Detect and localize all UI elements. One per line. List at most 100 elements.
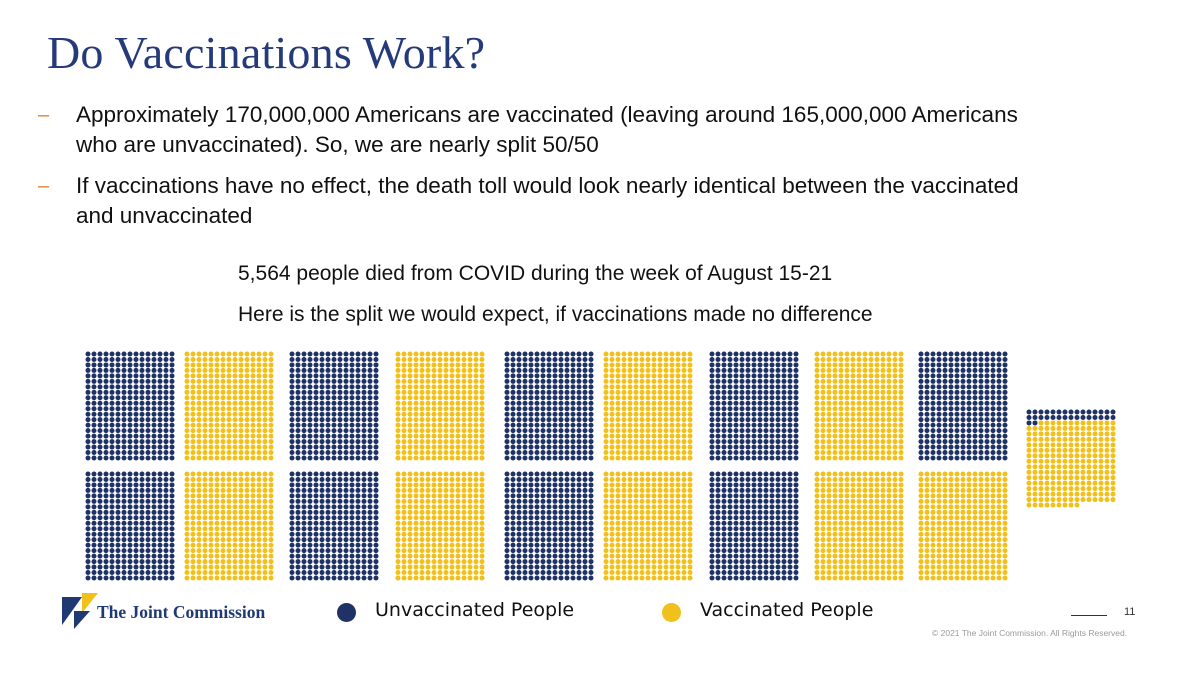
vaccinated-person-dot	[226, 428, 232, 434]
unvaccinated-person-dot	[552, 411, 558, 417]
unvaccinated-person-dot	[775, 455, 781, 461]
vaccinated-person-dot	[395, 570, 401, 576]
vaccinated-person-dot	[196, 471, 202, 477]
unvaccinated-person-dot	[91, 564, 97, 570]
vaccinated-person-dot	[669, 362, 675, 368]
vaccinated-person-dot	[832, 400, 838, 406]
vaccinated-person-dot	[226, 389, 232, 395]
vaccinated-person-dot	[467, 553, 473, 559]
unvaccinated-person-dot	[97, 548, 103, 554]
unvaccinated-person-dot	[751, 428, 757, 434]
unvaccinated-person-dot	[295, 476, 301, 482]
vaccinated-person-dot	[208, 504, 214, 510]
vaccinated-person-dot	[407, 559, 413, 565]
vaccinated-person-dot	[431, 378, 437, 384]
vaccinated-person-dot	[226, 417, 232, 423]
unvaccinated-person-dot	[954, 362, 960, 368]
vaccinated-person-dot	[862, 455, 868, 461]
vaccinated-person-dot	[461, 444, 467, 450]
vaccinated-person-dot	[898, 422, 904, 428]
vaccinated-person-dot	[226, 411, 232, 417]
unvaccinated-person-dot	[930, 384, 936, 390]
vaccinated-person-dot	[413, 526, 419, 532]
unvaccinated-person-dot	[769, 395, 775, 401]
unvaccinated-person-dot	[918, 395, 924, 401]
vaccinated-person-dot	[615, 559, 621, 565]
unvaccinated-person-dot	[978, 433, 984, 439]
unvaccinated-person-dot	[558, 520, 564, 526]
vaccinated-person-dot	[687, 378, 693, 384]
vaccinated-person-dot	[437, 422, 443, 428]
vaccinated-person-dot	[850, 504, 856, 510]
vaccinated-person-dot	[645, 455, 651, 461]
vaccinated-person-dot	[250, 570, 256, 576]
vaccinated-person-dot	[669, 553, 675, 559]
vaccinated-person-dot	[449, 504, 455, 510]
vaccinated-person-dot	[431, 400, 437, 406]
unvaccinated-person-dot	[516, 542, 522, 548]
unvaccinated-person-dot	[546, 482, 552, 488]
unvaccinated-person-dot	[528, 367, 534, 373]
unvaccinated-person-dot	[504, 422, 510, 428]
unvaccinated-person-dot	[739, 493, 745, 499]
unvaccinated-person-dot	[91, 548, 97, 554]
vaccinated-person-dot	[639, 411, 645, 417]
unvaccinated-person-dot	[157, 367, 163, 373]
unvaccinated-person-dot	[727, 548, 733, 554]
unvaccinated-person-dot	[337, 559, 343, 565]
vaccinated-person-dot	[850, 444, 856, 450]
vaccinated-person-dot	[455, 367, 461, 373]
vaccinated-person-dot	[603, 493, 609, 499]
unvaccinated-person-dot	[576, 498, 582, 504]
vaccinated-person-dot	[184, 564, 190, 570]
unvaccinated-person-dot	[966, 439, 972, 445]
unvaccinated-person-dot	[721, 389, 727, 395]
unvaccinated-person-dot	[289, 444, 295, 450]
vaccinated-person-dot	[244, 487, 250, 493]
vaccinated-person-dot	[886, 444, 892, 450]
vaccinated-person-dot	[256, 504, 262, 510]
unvaccinated-person-dot	[121, 570, 127, 576]
unvaccinated-person-dot	[546, 384, 552, 390]
unvaccinated-person-dot	[534, 373, 540, 379]
unvaccinated-person-dot	[91, 378, 97, 384]
unvaccinated-person-dot	[522, 428, 528, 434]
unvaccinated-person-dot	[528, 553, 534, 559]
vaccinated-person-dot	[413, 356, 419, 362]
vaccinated-person-dot	[473, 373, 479, 379]
unvaccinated-person-dot	[97, 356, 103, 362]
unvaccinated-person-dot	[781, 548, 787, 554]
unvaccinated-person-dot	[319, 526, 325, 532]
vaccinated-person-dot	[687, 509, 693, 515]
vaccinated-person-dot	[202, 362, 208, 368]
unvaccinated-person-dot	[355, 450, 361, 456]
vaccinated-person-dot	[461, 482, 467, 488]
unvaccinated-person-dot	[709, 476, 715, 482]
vaccinated-person-dot	[262, 444, 268, 450]
vaccinated-person-dot	[202, 471, 208, 477]
vaccinated-person-dot	[645, 482, 651, 488]
vaccinated-person-dot	[479, 504, 485, 510]
unvaccinated-person-dot	[151, 509, 157, 515]
unvaccinated-person-dot	[169, 553, 175, 559]
unvaccinated-person-dot	[504, 439, 510, 445]
vaccinated-person-dot	[449, 395, 455, 401]
unvaccinated-person-dot	[295, 570, 301, 576]
unvaccinated-person-dot	[552, 493, 558, 499]
unvaccinated-person-dot	[966, 444, 972, 450]
vaccinated-person-dot	[687, 444, 693, 450]
vaccinated-person-dot	[856, 422, 862, 428]
vaccinated-person-dot	[220, 509, 226, 515]
vaccinated-person-dot	[814, 444, 820, 450]
vaccinated-person-dot	[431, 450, 437, 456]
vaccinated-person-dot	[190, 476, 196, 482]
vaccinated-person-dot	[609, 553, 615, 559]
vaccinated-person-dot	[657, 520, 663, 526]
unvaccinated-person-dot	[91, 395, 97, 401]
vaccinated-person-dot	[856, 476, 862, 482]
vaccinated-person-dot	[449, 400, 455, 406]
unvaccinated-person-dot	[349, 395, 355, 401]
unvaccinated-person-dot	[954, 417, 960, 423]
unvaccinated-person-dot	[528, 373, 534, 379]
vaccinated-person-dot	[401, 417, 407, 423]
